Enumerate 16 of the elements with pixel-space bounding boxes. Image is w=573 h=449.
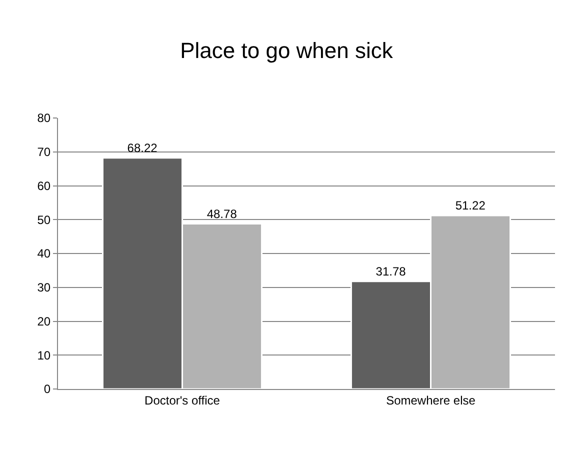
data-label: 51.22 bbox=[455, 198, 486, 212]
x-tick-label: Doctor's office bbox=[144, 393, 220, 408]
y-tick-label: 20 bbox=[37, 314, 51, 328]
y-tick-label: 70 bbox=[37, 145, 51, 160]
data-label: 48.78 bbox=[206, 206, 238, 221]
y-tick-label: 0 bbox=[44, 382, 51, 396]
y-tick-label: 30 bbox=[37, 280, 51, 295]
x-tick-label: Somewhere else bbox=[386, 393, 476, 408]
data-label: 31.78 bbox=[376, 264, 406, 278]
y-tick-label: 10 bbox=[37, 348, 51, 362]
data-label: 68.22 bbox=[127, 140, 158, 155]
y-tick-label: 60 bbox=[37, 178, 51, 193]
y-tick-label: 50 bbox=[37, 212, 51, 227]
y-tick-label: 80 bbox=[37, 111, 51, 126]
chart-title: Place to go when sick bbox=[180, 38, 394, 64]
y-tick-label: 40 bbox=[37, 246, 51, 261]
